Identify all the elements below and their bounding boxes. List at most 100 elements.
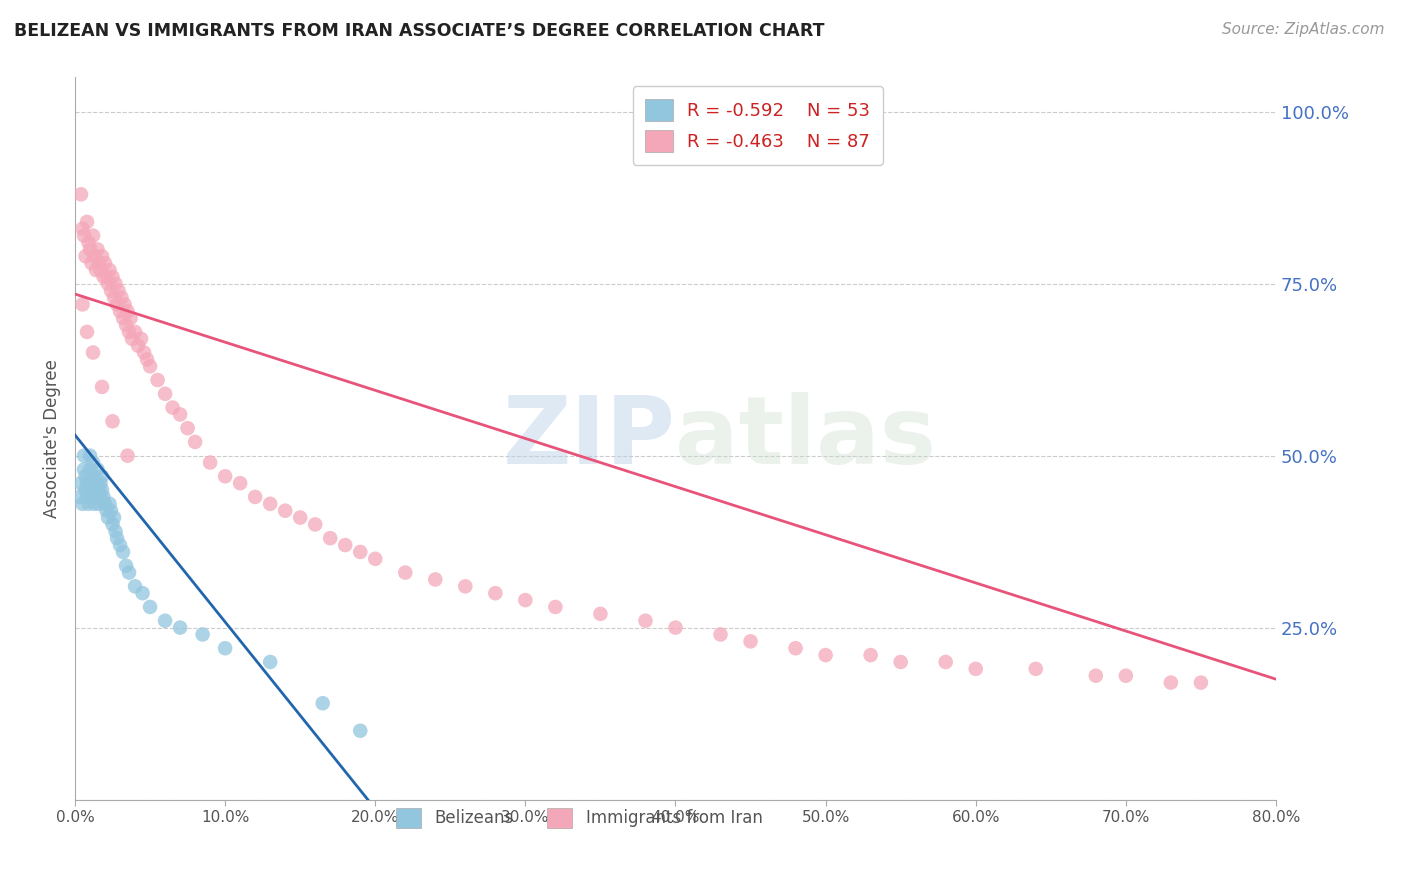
- Point: [73, 228, 96, 243]
- Point: [112, 545, 135, 559]
- Point: [114, 297, 136, 311]
- Point: [259, 655, 281, 669]
- Point: [94, 256, 117, 270]
- Point: [97, 277, 120, 291]
- Point: [86, 476, 108, 491]
- Point: [890, 655, 912, 669]
- Point: [105, 531, 128, 545]
- Point: [91, 469, 114, 483]
- Point: [82, 469, 104, 483]
- Point: [290, 510, 312, 524]
- Point: [740, 634, 762, 648]
- Point: [75, 483, 97, 497]
- Point: [100, 504, 122, 518]
- Point: [146, 373, 169, 387]
- Point: [115, 558, 138, 573]
- Point: [454, 579, 477, 593]
- Point: [634, 614, 657, 628]
- Point: [214, 469, 236, 483]
- Point: [96, 269, 118, 284]
- Point: [91, 249, 114, 263]
- Point: [153, 386, 176, 401]
- Point: [98, 263, 121, 277]
- Point: [108, 538, 131, 552]
- Point: [124, 579, 146, 593]
- Point: [82, 228, 104, 243]
- Point: [69, 490, 91, 504]
- Point: [169, 408, 191, 422]
- Point: [117, 449, 139, 463]
- Point: [335, 538, 357, 552]
- Point: [214, 641, 236, 656]
- Point: [709, 627, 731, 641]
- Point: [73, 449, 96, 463]
- Point: [139, 599, 162, 614]
- Point: [86, 243, 108, 257]
- Point: [83, 249, 105, 263]
- Point: [90, 476, 112, 491]
- Point: [243, 490, 266, 504]
- Point: [103, 291, 125, 305]
- Point: [935, 655, 957, 669]
- Point: [77, 497, 100, 511]
- Point: [94, 497, 117, 511]
- Point: [82, 345, 104, 359]
- Point: [105, 297, 128, 311]
- Point: [70, 187, 93, 202]
- Point: [86, 462, 108, 476]
- Point: [79, 449, 101, 463]
- Point: [76, 215, 98, 229]
- Point: [101, 269, 124, 284]
- Point: [176, 421, 198, 435]
- Point: [73, 462, 96, 476]
- Point: [198, 456, 221, 470]
- Point: [259, 497, 281, 511]
- Point: [72, 221, 94, 235]
- Point: [101, 414, 124, 428]
- Point: [162, 401, 184, 415]
- Point: [90, 490, 112, 504]
- Point: [80, 256, 103, 270]
- Point: [425, 573, 447, 587]
- Point: [394, 566, 416, 580]
- Point: [107, 284, 129, 298]
- Point: [364, 551, 387, 566]
- Point: [79, 243, 101, 257]
- Text: ZIP: ZIP: [502, 392, 675, 484]
- Point: [75, 469, 97, 483]
- Point: [110, 291, 132, 305]
- Point: [785, 641, 807, 656]
- Point: [70, 476, 93, 491]
- Point: [1160, 675, 1182, 690]
- Point: [104, 524, 127, 539]
- Point: [965, 662, 987, 676]
- Point: [104, 277, 127, 291]
- Legend: Belizeans, Immigrants from Iran: Belizeans, Immigrants from Iran: [389, 801, 769, 835]
- Point: [84, 263, 107, 277]
- Point: [93, 490, 115, 504]
- Point: [80, 490, 103, 504]
- Point: [79, 462, 101, 476]
- Y-axis label: Associate's Degree: Associate's Degree: [44, 359, 60, 518]
- Point: [87, 483, 110, 497]
- Point: [101, 517, 124, 532]
- Point: [515, 593, 537, 607]
- Point: [1084, 669, 1107, 683]
- Point: [87, 256, 110, 270]
- Point: [117, 304, 139, 318]
- Point: [319, 531, 342, 545]
- Text: atlas: atlas: [675, 392, 936, 484]
- Point: [312, 696, 335, 710]
- Point: [229, 476, 252, 491]
- Point: [87, 497, 110, 511]
- Point: [484, 586, 506, 600]
- Point: [91, 380, 114, 394]
- Point: [77, 483, 100, 497]
- Point: [115, 318, 138, 332]
- Point: [349, 545, 371, 559]
- Point: [76, 325, 98, 339]
- Point: [75, 249, 97, 263]
- Point: [664, 621, 686, 635]
- Point: [98, 497, 121, 511]
- Point: [118, 325, 141, 339]
